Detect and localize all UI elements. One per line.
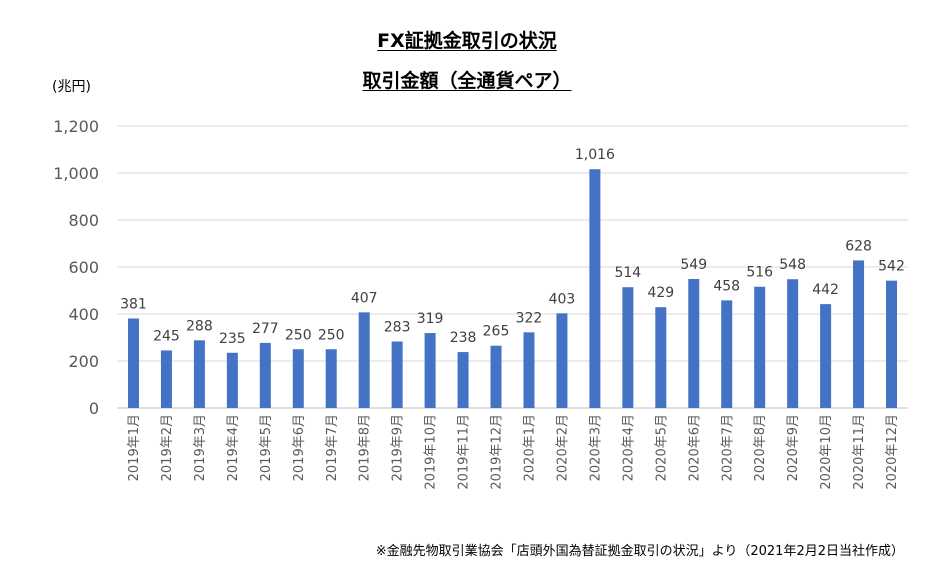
bar bbox=[259, 342, 271, 408]
bar bbox=[424, 333, 436, 408]
bar bbox=[325, 349, 337, 408]
data-label: 288 bbox=[186, 318, 213, 334]
chart-subtitle: 取引金額（全通貨ペア） bbox=[362, 70, 572, 92]
x-tick-label: 2019年2月 bbox=[160, 414, 175, 481]
bar bbox=[754, 286, 766, 408]
data-label: 628 bbox=[845, 238, 872, 254]
x-tick-label: 2019年6月 bbox=[292, 414, 307, 481]
x-tick-label: 2019年4月 bbox=[226, 414, 241, 481]
x-tick-label: 2019年7月 bbox=[325, 414, 340, 481]
x-tick-label: 2020年7月 bbox=[720, 414, 735, 481]
x-tick-label: 2020年8月 bbox=[753, 414, 768, 481]
bar bbox=[127, 318, 139, 408]
data-label: 322 bbox=[516, 310, 543, 326]
bar bbox=[457, 352, 469, 408]
data-label: 403 bbox=[549, 291, 576, 307]
x-tick-label: 2019年10月 bbox=[424, 414, 439, 490]
bar bbox=[490, 345, 502, 408]
y-tick-label: 200 bbox=[68, 352, 99, 371]
data-label: 542 bbox=[878, 259, 905, 275]
x-tick-label: 2020年6月 bbox=[687, 414, 702, 481]
data-label: 250 bbox=[285, 327, 312, 343]
bar bbox=[556, 313, 568, 408]
bar bbox=[523, 332, 535, 408]
data-label: 429 bbox=[647, 285, 674, 301]
bar bbox=[292, 349, 304, 408]
x-tick-label: 2019年12月 bbox=[490, 414, 505, 490]
data-label: 514 bbox=[614, 265, 641, 281]
bar bbox=[193, 340, 205, 408]
bar bbox=[853, 260, 865, 408]
bar bbox=[655, 307, 667, 408]
bar bbox=[622, 287, 634, 408]
data-label: 265 bbox=[483, 324, 510, 340]
data-label: 250 bbox=[318, 327, 345, 343]
x-tick-label: 2019年3月 bbox=[193, 414, 208, 481]
data-label: 1,016 bbox=[575, 147, 615, 163]
data-label: 283 bbox=[384, 319, 411, 335]
bar bbox=[391, 341, 403, 408]
x-tick-label: 2020年11月 bbox=[852, 414, 867, 490]
data-label: 442 bbox=[812, 282, 839, 298]
x-axis-labels: 2019年1月 2019年2月 2019年3月 2019年4月 2019年5月 2019年… bbox=[127, 414, 900, 490]
bar bbox=[589, 169, 601, 408]
y-axis-unit-label: (兆円) bbox=[52, 79, 91, 95]
y-axis-ticks: 0 200 400 600 800 1,000 1,200 bbox=[53, 117, 99, 418]
y-tick-label: 1,200 bbox=[53, 117, 99, 136]
bar bbox=[688, 278, 700, 408]
x-tick-label: 2020年2月 bbox=[555, 414, 570, 481]
bar bbox=[820, 304, 832, 408]
x-tick-label: 2020年1月 bbox=[523, 414, 538, 481]
bar bbox=[787, 279, 799, 408]
data-label: 245 bbox=[153, 328, 180, 344]
y-tick-label: 400 bbox=[68, 305, 99, 324]
data-label: 235 bbox=[219, 331, 246, 347]
x-tick-label: 2020年3月 bbox=[588, 414, 603, 481]
x-tick-label: 2019年11月 bbox=[457, 414, 472, 490]
gridlines bbox=[117, 125, 908, 409]
source-note: ※金融先物取引業協会「店頭外国為替証拠金取引の状況」より（2021年2月2日当社… bbox=[375, 544, 904, 559]
x-tick-label: 2019年8月 bbox=[358, 414, 373, 481]
x-tick-label: 2020年12月 bbox=[885, 414, 900, 490]
y-tick-label: 1,000 bbox=[53, 164, 99, 183]
data-label: 407 bbox=[351, 290, 378, 306]
data-label: 548 bbox=[779, 257, 806, 273]
x-tick-label: 2020年10月 bbox=[819, 414, 834, 490]
y-tick-label: 0 bbox=[89, 399, 99, 418]
x-tick-label: 2019年5月 bbox=[259, 414, 274, 481]
y-tick-label: 600 bbox=[68, 258, 99, 277]
bar bbox=[886, 280, 898, 408]
x-tick-label: 2019年1月 bbox=[127, 414, 142, 481]
data-label: 238 bbox=[450, 330, 477, 346]
chart-title: FX証拠金取引の状況 bbox=[377, 30, 557, 52]
data-label: 319 bbox=[417, 311, 444, 327]
bar bbox=[721, 300, 733, 408]
data-label: 381 bbox=[120, 296, 147, 312]
bar bbox=[358, 312, 370, 408]
data-labels: 381 245 288 235 277 250 250 407 283 319 238 265 322 4… bbox=[120, 147, 905, 347]
data-label: 277 bbox=[252, 321, 279, 337]
data-label: 458 bbox=[713, 278, 740, 294]
x-tick-label: 2020年9月 bbox=[786, 414, 801, 481]
data-label: 516 bbox=[746, 265, 773, 281]
bar bbox=[160, 350, 172, 408]
x-tick-label: 2020年4月 bbox=[621, 414, 636, 481]
data-label: 549 bbox=[680, 257, 707, 273]
y-tick-label: 800 bbox=[68, 211, 99, 230]
bar bbox=[226, 352, 238, 408]
bars bbox=[127, 169, 898, 408]
x-tick-label: 2019年9月 bbox=[391, 414, 406, 481]
x-tick-label: 2020年5月 bbox=[654, 414, 669, 481]
